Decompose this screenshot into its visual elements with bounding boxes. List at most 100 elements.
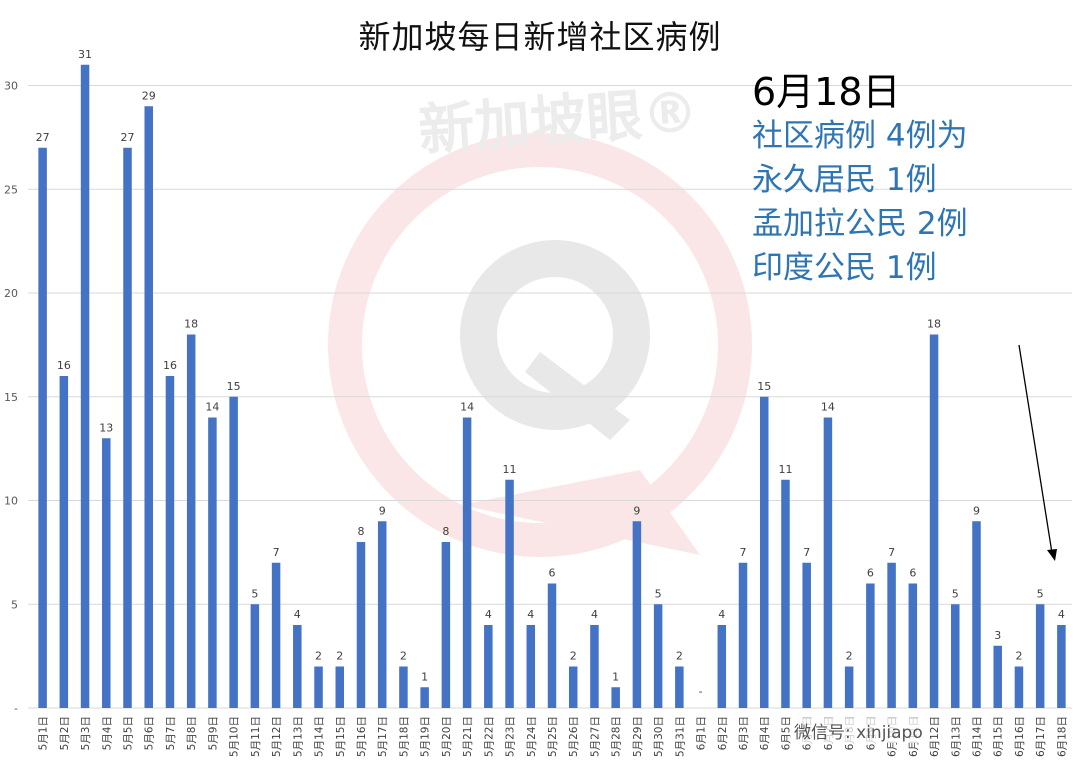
- bar-value-label: 27: [121, 131, 135, 144]
- x-tick-label: 5月13日: [292, 716, 304, 757]
- bar: [186, 334, 196, 708]
- x-tick-label: 6月17日: [1035, 716, 1047, 757]
- bar: [547, 583, 557, 708]
- x-tick-label: 5月23日: [505, 716, 517, 757]
- bar-value-label: 7: [888, 546, 895, 559]
- bar-value-label: 11: [503, 463, 517, 476]
- bar: [823, 417, 833, 708]
- bar: [59, 376, 69, 708]
- y-tick-label: 25: [4, 183, 18, 196]
- x-tick-label: 5月21日: [462, 716, 474, 757]
- bar: [208, 417, 217, 708]
- bar-value-label: 9: [633, 504, 640, 517]
- bar-value-label: 5: [251, 587, 258, 600]
- annotation-line-2: 永久居民 1例: [752, 162, 937, 198]
- bar: [781, 479, 790, 708]
- x-tick-label: 5月29日: [632, 716, 644, 757]
- bar: [887, 562, 896, 708]
- bar-value-label: 2: [1015, 650, 1022, 663]
- bar-value-label: 4: [527, 608, 534, 621]
- annotation-box: 6月18日 社区病例 4例为 永久居民 1例 孟加拉公民 2例 印度公民 1例: [752, 70, 968, 290]
- bar-value-label: 1: [612, 670, 619, 683]
- bar: [526, 625, 536, 708]
- x-tick-label: 6月4日: [759, 716, 771, 750]
- bar-value-label: 9: [973, 504, 980, 517]
- bar-value-label: 27: [36, 131, 50, 144]
- x-tick-label: 5月31日: [674, 716, 686, 757]
- x-tick-label: 5月12日: [271, 716, 283, 757]
- bar: [1057, 625, 1066, 708]
- bar-value-label: 8: [442, 525, 449, 538]
- bar-value-label: 16: [57, 359, 71, 372]
- x-tick-label: 5月4日: [101, 716, 113, 750]
- x-tick-label: 5月5日: [123, 716, 135, 750]
- bar-value-label: 31: [78, 48, 92, 61]
- x-tick-label: 6月12日: [929, 716, 941, 757]
- bar-value-label: 18: [927, 318, 941, 331]
- bar-value-label: 7: [803, 546, 810, 559]
- bar-value-label: 5: [655, 587, 662, 600]
- bar: [293, 625, 302, 708]
- x-tick-label: 5月17日: [377, 716, 389, 757]
- bar: [399, 666, 408, 708]
- bar: [1014, 666, 1024, 708]
- bar-value-label: 14: [205, 401, 219, 414]
- bar: [993, 645, 1002, 708]
- bar: [590, 625, 599, 708]
- bar: [759, 396, 769, 708]
- bar-value-label: 18: [184, 318, 198, 331]
- bar: [144, 106, 153, 708]
- bar: [1035, 604, 1045, 708]
- bar: [951, 604, 960, 708]
- x-tick-label: 5月19日: [420, 716, 432, 757]
- x-tick-label: 5月27日: [589, 716, 601, 757]
- chart-title: 新加坡每日新增社区病例: [358, 18, 722, 56]
- x-tick-label: 5月24日: [526, 716, 538, 757]
- x-tick-label: 5月10日: [229, 716, 241, 757]
- x-tick-label: 6月5日: [780, 716, 792, 750]
- bar: [653, 604, 663, 708]
- bar: [505, 479, 514, 708]
- bar: [632, 521, 642, 708]
- y-tick-label: 10: [4, 495, 18, 508]
- wechat-footer: 微信号: xinjiapo: [790, 718, 927, 743]
- bar: [80, 64, 90, 708]
- bar: [271, 562, 281, 708]
- x-tick-label: 5月3日: [80, 716, 92, 750]
- x-tick-label: 5月14日: [314, 716, 326, 757]
- x-tick-label: 6月2日: [717, 716, 729, 750]
- bar: [165, 376, 175, 708]
- bar-value-label: 14: [460, 401, 474, 414]
- bar-value-label: 2: [676, 650, 683, 663]
- bar-value-label: 8: [357, 525, 364, 538]
- y-tick-label: 20: [4, 287, 18, 300]
- annotation-line-1: 社区病例 4例为: [752, 118, 968, 154]
- bar: [929, 334, 939, 708]
- bar-value-label: 16: [163, 359, 177, 372]
- x-tick-label: 6月15日: [993, 716, 1005, 757]
- bar-value-label: 4: [485, 608, 492, 621]
- bar-value-label: 6: [867, 567, 874, 580]
- bar: [611, 687, 620, 708]
- bar: [314, 666, 323, 708]
- x-tick-label: 5月6日: [144, 716, 156, 750]
- bar-value-label: 15: [757, 380, 771, 393]
- x-tick-label: 5月28日: [611, 716, 623, 757]
- x-tick-label: 6月1日: [696, 716, 708, 750]
- bar-value-label: 3: [994, 629, 1001, 642]
- bar-value-label: 2: [400, 650, 407, 663]
- bar: [462, 417, 472, 708]
- bar: [356, 542, 366, 708]
- x-tick-label: 6月16日: [1014, 716, 1026, 757]
- bar: [802, 562, 811, 708]
- bar-value-label: 15: [227, 380, 241, 393]
- bar-value-label: 9: [379, 504, 386, 517]
- x-tick-label: 5月11日: [250, 716, 262, 757]
- bar: [738, 562, 748, 708]
- x-tick-label: 5月1日: [38, 716, 50, 750]
- x-tick-label: 6月3日: [738, 716, 750, 750]
- bar: [250, 604, 260, 708]
- bar: [123, 147, 132, 708]
- bar: [908, 583, 918, 708]
- bar-value-label: 2: [570, 650, 577, 663]
